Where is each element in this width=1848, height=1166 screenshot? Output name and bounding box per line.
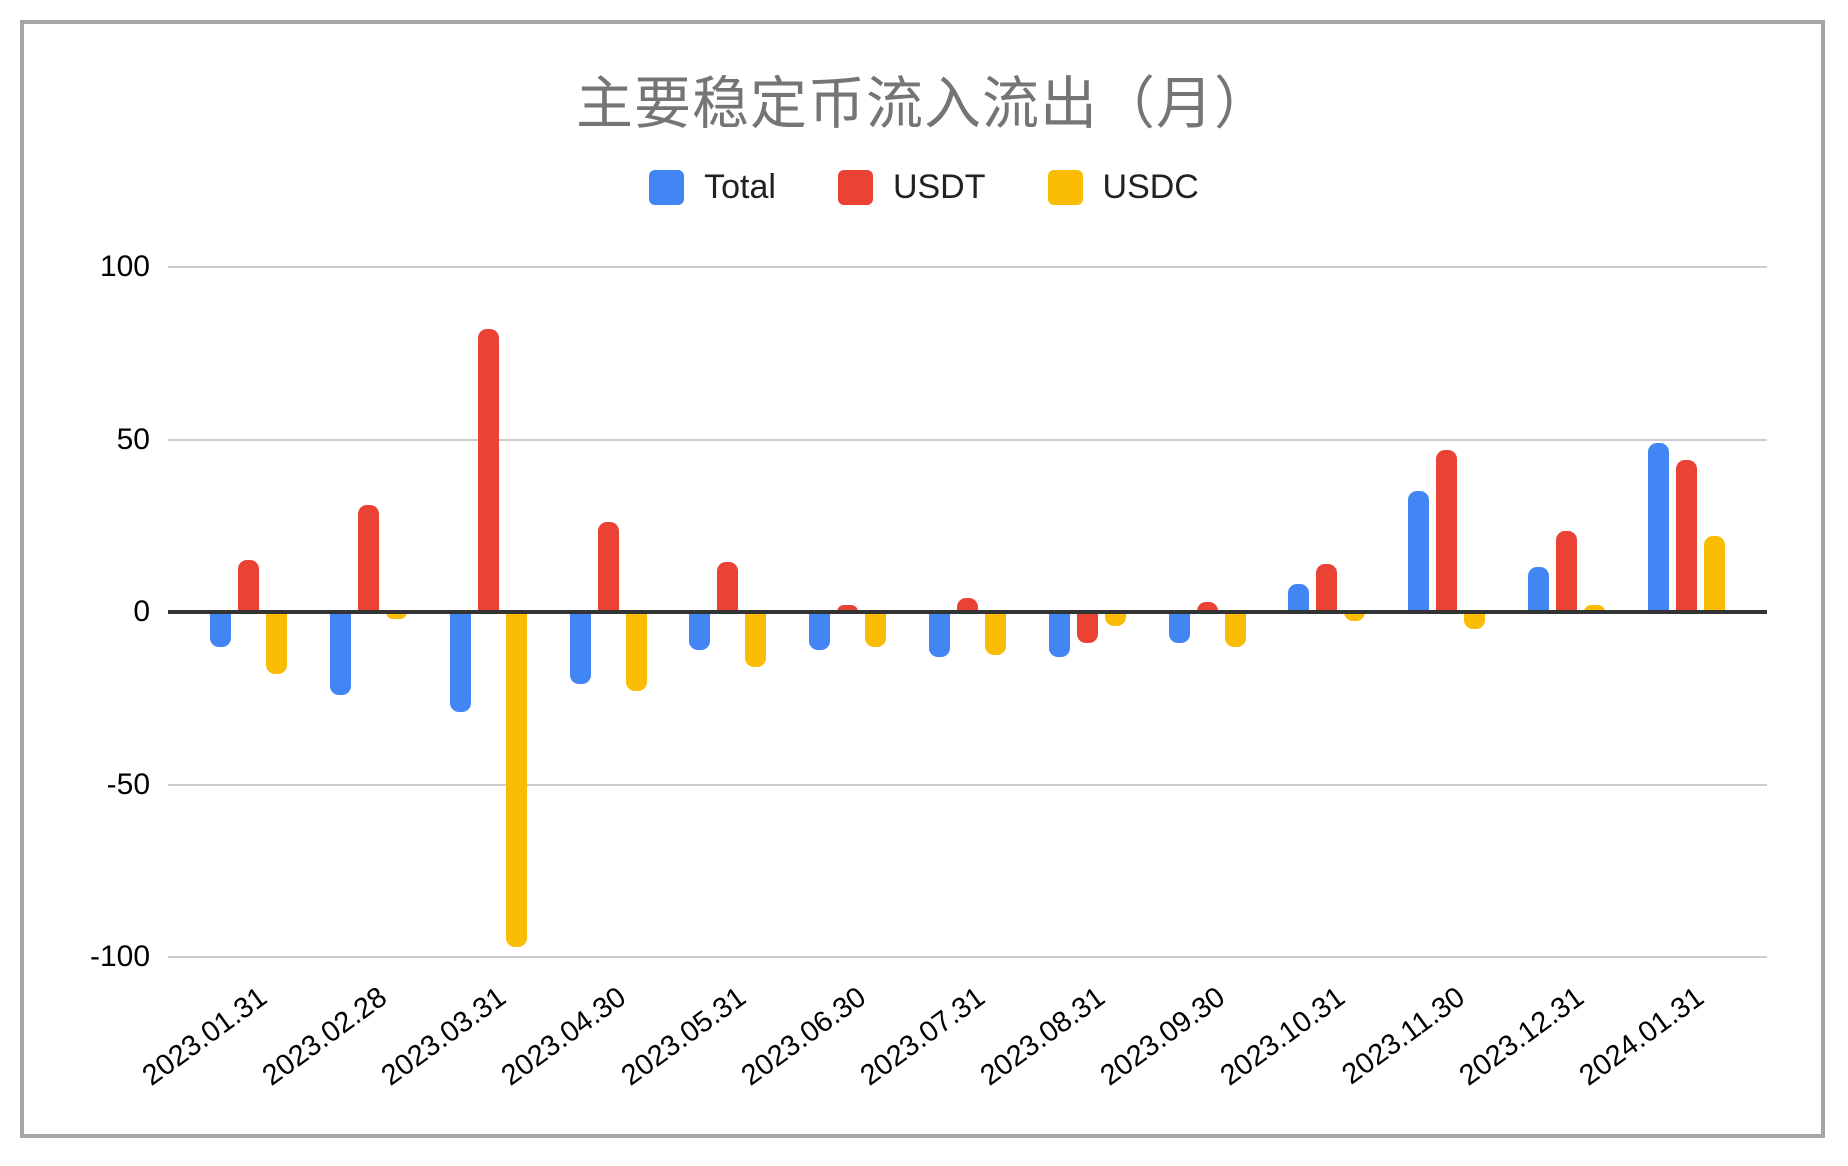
y-tick-label: 100	[99, 250, 150, 283]
x-tick-label: 2023.04.30	[495, 981, 633, 1093]
legend-label-total: Total	[704, 168, 776, 206]
bar-usdc-2023.12.31	[1583, 605, 1605, 612]
legend-item-total: Total	[649, 168, 776, 207]
bar-total-2023.06.30	[809, 612, 831, 650]
usdc-swatch-icon	[1047, 170, 1083, 205]
x-tick-label: 2023.08.31	[974, 981, 1112, 1093]
bar-usdc-2023.08.31	[1104, 612, 1126, 626]
x-tick-label: 2023.06.30	[735, 981, 872, 1093]
x-tick-label: 2023.01.31	[136, 981, 273, 1093]
x-axis-zero-line	[168, 610, 1767, 614]
chart-title: 主要稳定币流入流出（月）	[576, 72, 1272, 136]
bar-usdt-2023.03.31	[477, 329, 499, 612]
bar-usdt-2023.05.31	[717, 561, 739, 612]
x-tick-label: 2024.01.31	[1573, 981, 1710, 1093]
bar-usdt-2023.08.31	[1076, 612, 1098, 644]
x-tick-label: 2023.10.31	[1214, 981, 1351, 1093]
legend-item-usdt: USDT	[837, 168, 986, 207]
bar-usdt-2023.09.30	[1196, 601, 1218, 612]
bar-total-2023.07.31	[929, 612, 950, 657]
bar-usdc-2023.11.30	[1464, 612, 1486, 630]
bar-total-2023.12.31	[1527, 567, 1549, 612]
bar-total-2023.08.31	[1048, 612, 1070, 657]
bar-usdc-2023.10.31	[1344, 612, 1366, 621]
bar-usdc-2023.07.31	[985, 612, 1006, 656]
x-tick-label: 2023.07.31	[855, 981, 992, 1093]
bar-usdt-2023.10.31	[1316, 563, 1338, 612]
legend: Total USDT USDC	[0, 168, 1848, 207]
bar-usdt-2023.07.31	[957, 598, 978, 612]
bar-usdt-2023.11.30	[1436, 449, 1458, 612]
y-tick-label: -100	[89, 940, 150, 973]
bar-total-2023.10.31	[1288, 584, 1310, 612]
bar-total-2023.09.30	[1168, 612, 1190, 644]
legend-label-usdt: USDT	[892, 168, 986, 206]
bar-usdc-2023.06.30	[865, 612, 887, 647]
y-tick-label: 50	[116, 422, 150, 456]
usdt-swatch-icon	[837, 170, 873, 205]
bar-usdc-2023.04.30	[625, 612, 647, 692]
total-swatch-icon	[649, 170, 685, 205]
chart-frame	[20, 20, 1825, 1138]
gridline	[168, 266, 1767, 268]
gridline	[168, 783, 1767, 786]
bar-usdt-2023.01.31	[238, 560, 260, 612]
x-tick-label: 2023.02.28	[256, 981, 393, 1093]
bar-usdc-2023.05.31	[745, 612, 767, 668]
bar-usdc-2023.01.31	[266, 612, 288, 675]
bar-total-2023.01.31	[210, 612, 232, 647]
bar-usdc-2023.02.28	[386, 612, 408, 619]
bar-usdc-2023.03.31	[505, 612, 527, 947]
bar-usdt-2023.04.30	[597, 522, 619, 612]
bar-usdt-2023.06.30	[837, 605, 859, 612]
y-tick-label: 0	[133, 595, 150, 628]
bar-usdt-2023.12.31	[1555, 530, 1577, 612]
x-tick-label: 2023.03.31	[376, 981, 513, 1093]
bar-total-2023.03.31	[449, 612, 471, 713]
x-tick-label: 2023.09.30	[1094, 981, 1231, 1093]
bar-total-2024.01.31	[1647, 442, 1669, 612]
y-tick-label: -50	[106, 767, 150, 801]
legend-item-usdc: USDC	[1047, 168, 1199, 207]
bar-total-2023.04.30	[569, 612, 591, 685]
gridline	[168, 438, 1767, 441]
bar-usdt-2024.01.31	[1675, 460, 1697, 612]
gridline	[168, 956, 1767, 958]
bar-usdc-2023.09.30	[1224, 612, 1246, 647]
x-tick-label: 2023.05.31	[615, 981, 752, 1093]
bar-total-2023.05.31	[689, 612, 711, 650]
bar-usdc-2024.01.31	[1703, 536, 1725, 612]
bar-total-2023.02.28	[330, 612, 352, 695]
x-tick-label: 2023.12.31	[1453, 981, 1591, 1093]
bar-usdt-2023.02.28	[358, 505, 380, 612]
x-tick-label: 2023.11.30	[1335, 981, 1471, 1091]
bar-total-2023.11.30	[1408, 491, 1430, 612]
legend-label-usdc: USDC	[1102, 168, 1199, 206]
